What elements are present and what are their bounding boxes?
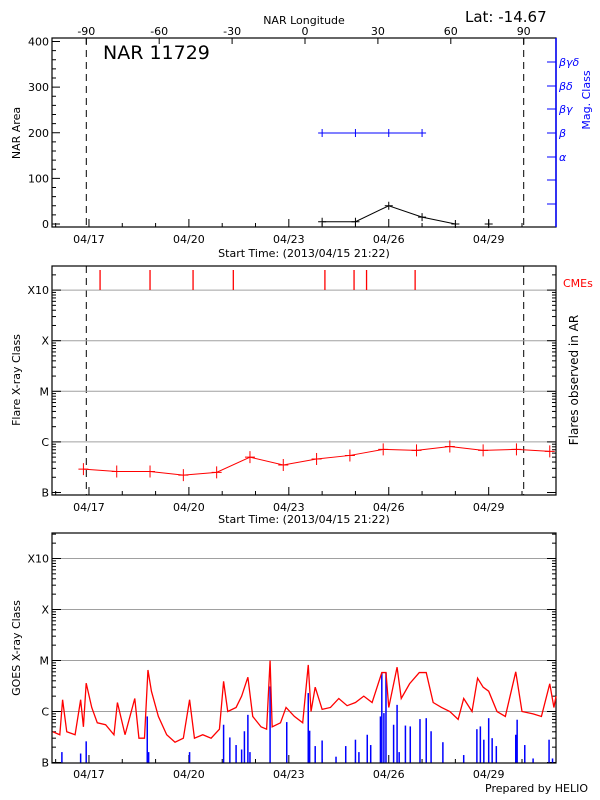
time-tick-label: 04/20 — [173, 501, 205, 514]
flare-point — [78, 463, 89, 476]
longitude-tick-label: -30 — [223, 25, 241, 38]
mag-class-label: β — [558, 127, 566, 140]
middle-panel-xlabel: Start Time: (2013/04/15 21:22) — [218, 513, 390, 526]
longitude-tick-label: 30 — [371, 25, 385, 38]
longitude-tick-label: -60 — [150, 25, 168, 38]
mag-class-label: α — [559, 151, 567, 164]
flare-point — [145, 465, 156, 478]
flare-point — [211, 466, 222, 479]
panel-frame-1 — [51, 37, 557, 228]
class-tick-label: X — [41, 335, 49, 348]
mag-class-point — [384, 129, 393, 137]
panel-frame-3 — [51, 532, 557, 764]
area-point — [384, 201, 393, 210]
panel-frame-2 — [51, 265, 557, 496]
mag-class-label: βγ — [558, 103, 573, 116]
mag-class-point — [318, 129, 327, 137]
class-tick-label: C — [41, 706, 49, 719]
class-tick-label: C — [41, 436, 49, 449]
longitude-tick-label: -90 — [77, 25, 95, 38]
goes-flux-line — [52, 660, 557, 743]
mag-class-axis-label: Mag. Class — [580, 70, 593, 129]
area-point — [418, 213, 427, 222]
time-tick-label: 04/17 — [73, 233, 105, 246]
flare-point — [278, 458, 289, 471]
area-point — [451, 220, 460, 228]
time-tick-label: 04/23 — [273, 233, 305, 246]
flare-point — [411, 444, 422, 457]
time-tick-label: 04/23 — [273, 768, 305, 781]
flare-point — [178, 469, 189, 482]
class-tick-label: X — [41, 604, 49, 617]
flare-point — [444, 440, 455, 453]
time-tick-label: 04/20 — [173, 233, 205, 246]
area-tick-label: 0 — [42, 218, 49, 231]
mag-class-point — [418, 129, 427, 137]
region-label: NAR 11729 — [103, 42, 210, 64]
flare-point — [244, 451, 255, 464]
flare-point — [111, 465, 122, 478]
flare-point — [544, 445, 555, 458]
mag-class-point — [351, 129, 360, 137]
top-panel-xlabel: Start Time: (2013/04/15 21:22) — [218, 247, 390, 260]
time-tick-label: 04/29 — [473, 501, 505, 514]
area-tick-label: 200 — [28, 127, 49, 140]
bottom-panel-ylabel: GOES X-ray Class — [10, 600, 23, 696]
top-panel-ylabel: NAR Area — [10, 107, 23, 159]
latitude-label: Lat: -14.67 — [465, 8, 547, 26]
class-tick-label: X10 — [27, 553, 49, 566]
longitude-tick-label: 60 — [444, 25, 458, 38]
area-point — [484, 220, 493, 228]
flare-point — [478, 444, 489, 457]
class-tick-label: X10 — [27, 284, 49, 297]
middle-panel-ylabel: Flare X-ray Class — [10, 334, 23, 426]
time-tick-label: 04/20 — [173, 768, 205, 781]
class-tick-label: B — [41, 757, 49, 770]
area-tick-label: 400 — [28, 36, 49, 49]
flare-point — [311, 452, 322, 465]
longitude-tick-label: 90 — [517, 25, 531, 38]
middle-panel-right-ylabel: Flares observed in AR — [567, 315, 581, 445]
time-tick-label: 04/23 — [273, 501, 305, 514]
area-tick-label: 100 — [28, 172, 49, 185]
mag-class-label: βγδ — [558, 56, 580, 69]
longitude-tick-label: 0 — [302, 25, 309, 38]
flare-point — [511, 443, 522, 456]
footer-credit: Prepared by HELIO — [485, 782, 588, 795]
area-point — [318, 217, 327, 226]
mag-class-label: βδ — [558, 80, 573, 93]
class-tick-label: B — [41, 487, 49, 500]
time-tick-label: 04/29 — [473, 233, 505, 246]
flare-point — [378, 443, 389, 456]
time-tick-label: 04/26 — [373, 233, 405, 246]
time-tick-label: 04/29 — [473, 768, 505, 781]
area-point — [351, 217, 360, 226]
cme-label: CMEs — [563, 277, 593, 290]
time-tick-label: 04/17 — [73, 768, 105, 781]
time-tick-label: 04/26 — [373, 768, 405, 781]
class-tick-label: M — [40, 655, 50, 668]
flare-point — [344, 449, 355, 462]
top-longitude-axis-label: NAR Longitude — [263, 14, 345, 27]
time-tick-label: 04/26 — [373, 501, 405, 514]
time-tick-label: 04/17 — [73, 501, 105, 514]
class-tick-label: M — [40, 385, 50, 398]
area-tick-label: 300 — [28, 81, 49, 94]
